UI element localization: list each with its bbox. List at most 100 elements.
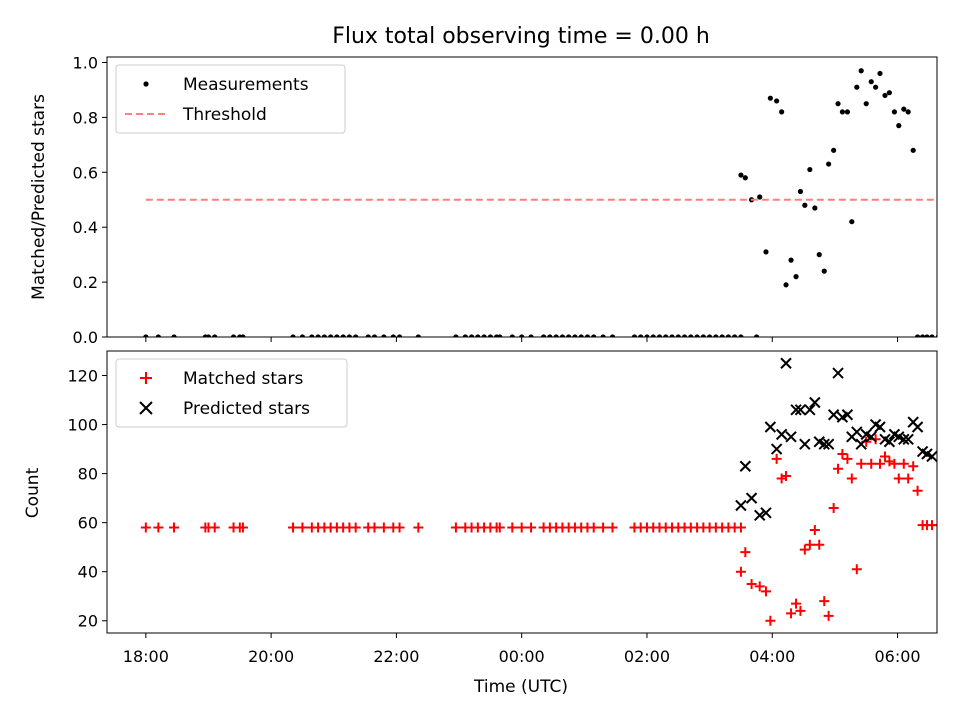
measurement-point [230, 334, 237, 337]
matched-star-point [837, 448, 848, 459]
measurement-point [205, 334, 212, 337]
legend-label: Measurements [183, 75, 309, 95]
measurement-point [774, 98, 780, 104]
predicted-star-point [809, 396, 821, 409]
top-y-tick-label: 0.0 [73, 328, 98, 347]
measurement-point [812, 205, 818, 211]
predicted-star-point [902, 433, 914, 445]
x-axis-label: Time (UTC) [473, 677, 568, 697]
top-panel: 0.0 0.2 0.4 0.6 0.8 1.0 Measurements Threshold [73, 53, 938, 347]
matched-star-point [598, 522, 609, 533]
matched-star-point [413, 522, 424, 533]
measurement-point [919, 334, 926, 337]
bottom-axes-frame [106, 350, 938, 634]
matched-star-point [507, 522, 518, 533]
measurement-point [559, 334, 566, 337]
measurement-point [346, 334, 353, 337]
measurement-point [309, 334, 315, 337]
measurement-point [849, 219, 855, 225]
measurement-point [528, 334, 534, 337]
measurement-point [675, 334, 681, 337]
measurement-point [334, 334, 340, 337]
measurement-point [694, 334, 700, 337]
top-y-tick-label: 0.8 [73, 108, 98, 127]
measurement-point [788, 257, 794, 263]
measurement-point [299, 334, 306, 337]
predicted-star-point [898, 433, 910, 445]
measurement-point [381, 334, 387, 337]
top-y-axis-label: Matched/Predicted stars [29, 94, 49, 300]
measurement-point [924, 334, 930, 337]
predicted-star-point [832, 367, 844, 379]
predicted-star-point [745, 492, 758, 504]
matched-star-point [607, 522, 618, 533]
matched-star-point [369, 522, 380, 533]
measurement-point [707, 334, 713, 337]
matched-star-point [819, 596, 830, 607]
predicted-star-point [865, 431, 877, 443]
matched-star-point [884, 456, 895, 467]
measurement-point [868, 79, 874, 85]
measurement-point [821, 268, 827, 274]
matched-star-point [828, 502, 839, 513]
measurement-point [487, 334, 493, 337]
matched-star-point [856, 458, 867, 469]
predicted-star-point [855, 438, 867, 450]
measurement-point [519, 334, 525, 337]
measurement-point [779, 109, 785, 115]
measurement-point [901, 106, 907, 112]
measurement-point [783, 282, 789, 288]
predicted-star-point [770, 443, 783, 455]
measurement-point [481, 334, 487, 337]
measurement-point [396, 334, 403, 337]
matched-star-point [746, 578, 757, 589]
predicted-star-point [760, 507, 772, 519]
measurement-point [826, 161, 832, 167]
bottom-y-tick-label: 20 [78, 612, 98, 631]
predicted-star-point [764, 421, 777, 433]
matched-star-point [288, 522, 299, 533]
x-tick-label: 04:00 [749, 647, 795, 666]
measurement-point [290, 334, 296, 337]
measurement-point [896, 123, 902, 129]
measurement-point [415, 334, 421, 337]
bottom-y-tick-label: 120 [67, 367, 98, 386]
matched-star-point [846, 473, 857, 484]
measurement-point [835, 101, 841, 107]
measurement-point [858, 68, 864, 74]
measurement-point [155, 334, 161, 337]
measurement-point [462, 334, 468, 337]
measurement-point [797, 188, 804, 195]
matched-star-point [842, 453, 853, 464]
measurement-point [340, 334, 346, 337]
matched-star-point [350, 522, 361, 533]
matched-star-point [823, 610, 834, 621]
measurement-point [914, 334, 921, 337]
measurement-point [719, 334, 725, 337]
measurement-point [591, 334, 597, 337]
measurement-point [732, 334, 738, 337]
measurement-point [240, 334, 246, 337]
measurement-point [877, 70, 883, 77]
measurement-point [143, 334, 149, 337]
predicted-star-point [841, 409, 854, 421]
top-legend-box [115, 64, 346, 134]
predicted-star-point [785, 431, 797, 443]
measurement-point [475, 334, 481, 337]
matched-star-point [516, 522, 527, 533]
measurement-point [669, 334, 675, 337]
bottom-y-tick-label: 80 [78, 465, 98, 484]
measurement-point [453, 334, 459, 337]
matched-star-point [804, 539, 815, 550]
predicted-star-point [818, 438, 830, 450]
predicted-star-point [790, 404, 802, 416]
matched-star-point [795, 605, 806, 616]
legend-label: Predicted stars [183, 399, 310, 419]
measurement-point [638, 334, 644, 337]
bottom-y-tick-label: 40 [78, 563, 98, 582]
predicted-star-point [775, 428, 788, 441]
top-y-tick-label: 1.0 [73, 53, 98, 72]
measurement-point [553, 334, 559, 337]
matched-star-point [153, 522, 164, 533]
bottom-panel: 20 40 60 80 100 120 18:00 20:00 22:00 00:00 02:00 0… [67, 350, 938, 666]
